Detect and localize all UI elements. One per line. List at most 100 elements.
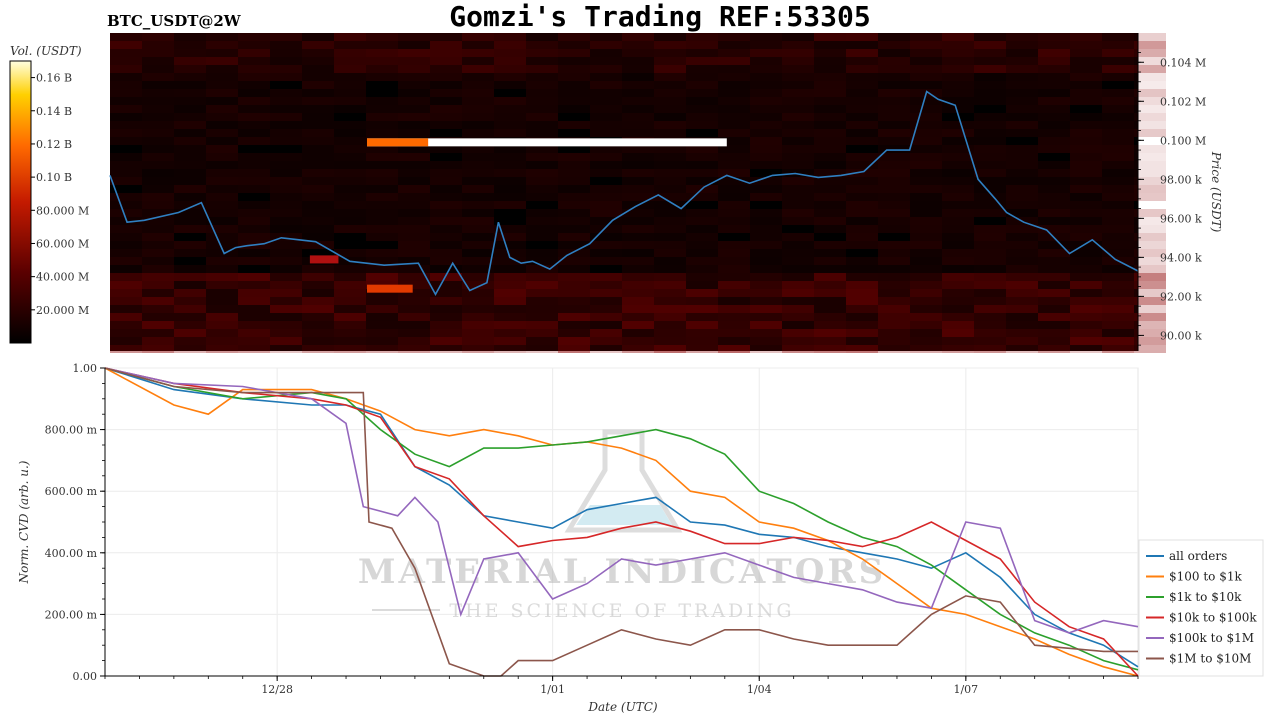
heatmap-cell: [334, 73, 366, 81]
heatmap-cell: [750, 41, 782, 49]
heatmap-cell: [686, 329, 718, 337]
heatmap-cell: [1006, 241, 1038, 249]
heatmap-cell: [462, 177, 494, 185]
heatmap-cell: [174, 305, 206, 313]
heatmap-cell: [430, 209, 462, 217]
heatmap-cell: [846, 297, 878, 305]
heatmap-cell: [398, 217, 430, 225]
heatmap-cell: [1038, 41, 1070, 49]
heatmap-cell: [302, 209, 334, 217]
heatmap-cell: [142, 313, 174, 321]
heatmap-cell: [1038, 161, 1070, 169]
heatmap-cell: [846, 105, 878, 113]
heatmap-cell: [558, 105, 590, 113]
heatmap-cell: [238, 321, 270, 329]
heatmap-cell: [1134, 297, 1166, 305]
heatmap-cell: [750, 153, 782, 161]
heatmap-cell: [846, 33, 878, 41]
heatmap-cell: [526, 281, 558, 289]
heatmap-cell: [942, 41, 974, 49]
heatmap-cell: [1134, 105, 1166, 113]
heatmap-cell: [750, 265, 782, 273]
heatmap-cell: [974, 49, 1006, 57]
heatmap-cell: [238, 329, 270, 337]
heatmap-cell: [302, 121, 334, 129]
heatmap-cell: [334, 161, 366, 169]
heatmap-cell: [942, 273, 974, 281]
heatmap-cell: [1006, 81, 1038, 89]
heatmap-cell: [686, 321, 718, 329]
heatmap-cell: [430, 241, 462, 249]
heatmap-cell: [1102, 305, 1134, 313]
heatmap-cell: [782, 233, 814, 241]
heatmap-cell: [398, 233, 430, 241]
heatmap-cell: [206, 121, 238, 129]
heatmap-cell: [686, 57, 718, 65]
heatmap-cell: [302, 313, 334, 321]
heatmap-cell: [174, 249, 206, 257]
heatmap-cell: [366, 225, 398, 233]
heatmap-cell: [270, 329, 302, 337]
heatmap-cell: [942, 57, 974, 65]
heatmap-cell: [526, 329, 558, 337]
heatmap-cell: [814, 225, 846, 233]
heatmap-cell: [558, 65, 590, 73]
heatmap-cell: [366, 113, 398, 121]
colorbar-ticks: 20.000 M 40.000 M 60.000 M 80.000 M 0.10 B 0.…: [31, 72, 89, 317]
heatmap-cell: [398, 161, 430, 169]
heatmap-cell: [110, 201, 142, 209]
heatmap-cell: [366, 273, 398, 281]
heatmap-cell: [398, 281, 430, 289]
heatmap-cell: [782, 81, 814, 89]
heatmap-cell: [974, 129, 1006, 137]
heatmap-cell: [750, 217, 782, 225]
heatmap-cell: [494, 177, 526, 185]
heatmap-cell: [110, 257, 142, 265]
heatmap-cell: [302, 81, 334, 89]
heatmap-cell: [430, 121, 462, 129]
heatmap-cell: [1134, 121, 1166, 129]
heatmap-cell: [142, 217, 174, 225]
heatmap-cell: [110, 337, 142, 345]
heatmap-cell: [334, 337, 366, 345]
heatmap-cell: [718, 97, 750, 105]
heatmap-cell: [302, 233, 334, 241]
heatmap-cell: [494, 329, 526, 337]
heatmap-cell: [558, 161, 590, 169]
heatmap-cell: [526, 105, 558, 113]
heatmap-cell: [238, 305, 270, 313]
colorbar-tick-label: 40.000 M: [36, 271, 89, 284]
heatmap-cell: [238, 41, 270, 49]
heatmap-cell: [110, 137, 142, 145]
heatmap-cell: [1070, 65, 1102, 73]
heatmap-cell: [302, 329, 334, 337]
heatmap-cell: [718, 313, 750, 321]
heatmap-cell: [334, 97, 366, 105]
heatmap-cell: [1102, 281, 1134, 289]
heatmap-cell: [494, 265, 526, 273]
heatmap-cell: [110, 129, 142, 137]
heatmap-cell: [1038, 201, 1070, 209]
heatmap-cell: [430, 313, 462, 321]
heatmap-cell: [1102, 233, 1134, 241]
heatmap-cell: [814, 73, 846, 81]
heatmap-cell: [206, 153, 238, 161]
heatmap-panel: 90.00 k 92.00 k 94.00 k 96.00 k 98.00 k 0.100…: [109, 33, 1223, 353]
heatmap-cell: [1038, 265, 1070, 273]
heatmap-cell: [110, 281, 142, 289]
cvd-y-axis-label: Norm. CVD (arb. u.): [17, 460, 31, 584]
heatmap-cell: [142, 265, 174, 273]
heatmap-cell: [782, 57, 814, 65]
heatmap-cell: [1134, 49, 1166, 57]
heatmap-cell: [686, 257, 718, 265]
watermark: MATERIAL INDICATORS THE SCIENCE OF TRADI…: [358, 429, 883, 622]
heatmap-cell: [718, 193, 750, 201]
heatmap-cell: [494, 73, 526, 81]
heatmap-cell: [206, 321, 238, 329]
heatmap-cell: [878, 97, 910, 105]
price-axis-label: Price (USDT): [1209, 151, 1223, 233]
heatmap-cell: [110, 273, 142, 281]
heatmap-cell: [206, 33, 238, 41]
heatmap-cell: [462, 145, 494, 153]
